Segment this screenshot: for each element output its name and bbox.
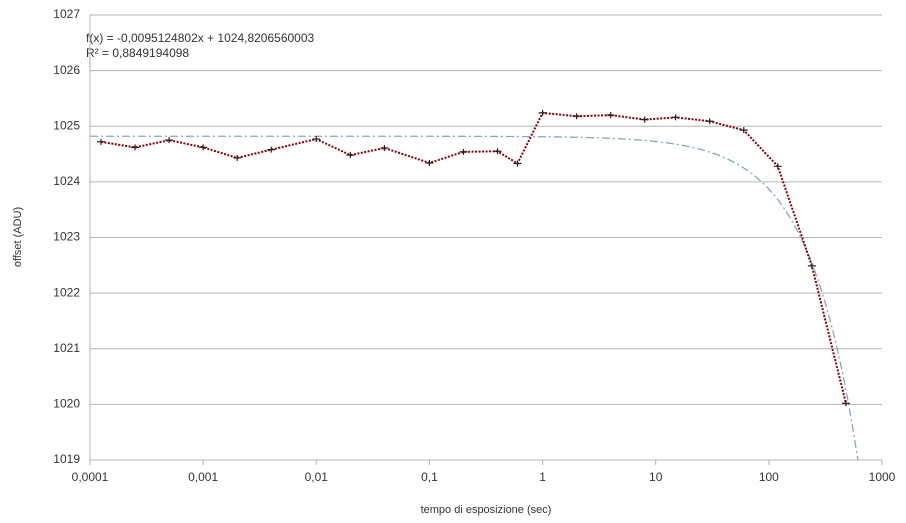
- point-marker: [705, 118, 714, 125]
- y-tick-label: 1026: [53, 63, 80, 77]
- y-tick-label: 1022: [53, 285, 80, 299]
- point-marker: [513, 160, 522, 167]
- point-marker: [131, 144, 140, 151]
- y-tick-label: 1023: [53, 230, 80, 244]
- y-tick-label: 1020: [53, 397, 80, 411]
- point-marker: [96, 138, 105, 145]
- point-marker: [773, 163, 782, 170]
- x-tick-label: 0,01: [305, 470, 329, 484]
- trend-equation: f(x) = -0,0095124802x + 1024,8206560003: [86, 31, 315, 45]
- point-marker: [606, 112, 615, 119]
- trend-r2: R² = 0,8849194098: [86, 46, 189, 60]
- trendline: [90, 135, 859, 460]
- point-marker: [312, 136, 321, 143]
- y-tick-label: 1025: [53, 118, 80, 132]
- point-marker: [841, 400, 850, 407]
- x-tick-label: 1: [539, 470, 546, 484]
- point-marker: [493, 148, 502, 155]
- x-tick-label: 0,001: [188, 470, 218, 484]
- y-tick-label: 1024: [53, 174, 80, 188]
- point-marker: [346, 152, 355, 159]
- series-line: [100, 111, 847, 404]
- y-axis-label: offset (ADU): [12, 207, 24, 267]
- point-marker: [572, 113, 581, 120]
- x-tick-label: 0,1: [421, 470, 438, 484]
- point-marker: [233, 154, 242, 161]
- x-tick-label: 1000: [869, 470, 896, 484]
- y-tick-label: 1027: [53, 7, 80, 21]
- point-marker: [165, 137, 174, 144]
- point-marker: [739, 127, 748, 134]
- point-marker: [199, 144, 208, 151]
- x-tick-label: 0,0001: [72, 470, 109, 484]
- x-tick-label: 10: [649, 470, 663, 484]
- point-marker: [267, 146, 276, 153]
- point-marker: [807, 262, 816, 269]
- point-marker: [380, 144, 389, 151]
- trend-group: [90, 135, 859, 460]
- x-tick-label: 100: [759, 470, 779, 484]
- x-axis-label: tempo di esposizione (sec): [421, 504, 552, 516]
- point-marker: [538, 109, 547, 116]
- y-tick-label: 1019: [53, 452, 80, 466]
- y-tick-label: 1021: [53, 341, 80, 355]
- point-marker: [671, 114, 680, 121]
- point-marker: [640, 116, 649, 123]
- point-marker: [459, 148, 468, 155]
- point-marker: [425, 159, 434, 166]
